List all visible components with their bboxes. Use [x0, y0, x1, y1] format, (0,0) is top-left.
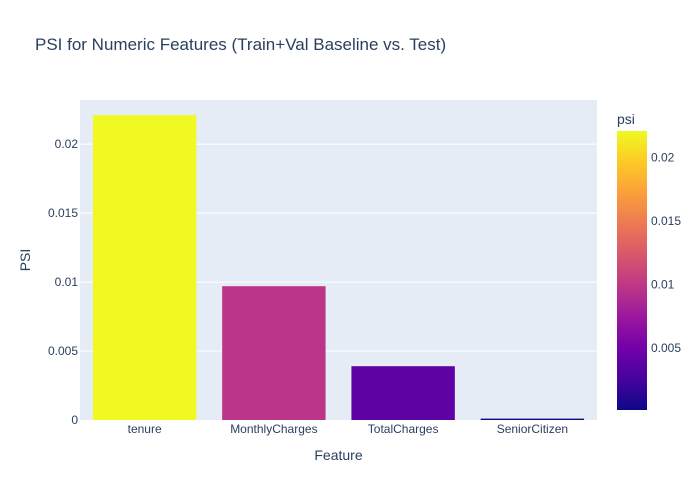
x-tick-label: MonthlyCharges: [230, 422, 317, 436]
colorbar-ticks: 0.005 0.01 0.015 0.02: [651, 151, 681, 355]
y-axis-title: PSI: [17, 249, 33, 272]
x-axis-title: Feature: [314, 447, 362, 463]
y-tick-label: 0.01: [55, 275, 79, 289]
x-tick-label: SeniorCitizen: [497, 422, 568, 436]
x-tick-label: tenure: [128, 422, 162, 436]
bars: [92, 115, 585, 420]
colorbar-gradient: [617, 131, 647, 410]
colorbar-tick-label: 0.015: [651, 214, 681, 228]
colorbar-title: psi: [617, 111, 635, 127]
y-axis-ticks: 0 0.005 0.01 0.015 0.02: [48, 137, 78, 427]
x-axis-ticks: tenure MonthlyCharges TotalCharges SeniorCi…: [128, 422, 568, 436]
colorbar-tick-label: 0.005: [651, 341, 681, 355]
y-tick-label: 0.015: [48, 206, 78, 220]
x-tick-label: TotalCharges: [368, 422, 439, 436]
bar: [480, 418, 585, 420]
bar: [222, 286, 326, 420]
colorbar-tick-label: 0.01: [651, 277, 675, 291]
bar: [92, 115, 197, 420]
bar: [351, 366, 455, 420]
chart-title: PSI for Numeric Features (Train+Val Base…: [35, 35, 446, 54]
y-tick-label: 0: [71, 413, 78, 427]
y-tick-label: 0.02: [55, 137, 79, 151]
colorbar: psi 0.005 0.01 0.015 0.02: [617, 111, 681, 410]
colorbar-tick-label: 0.02: [651, 151, 675, 165]
y-tick-label: 0.005: [48, 344, 78, 358]
